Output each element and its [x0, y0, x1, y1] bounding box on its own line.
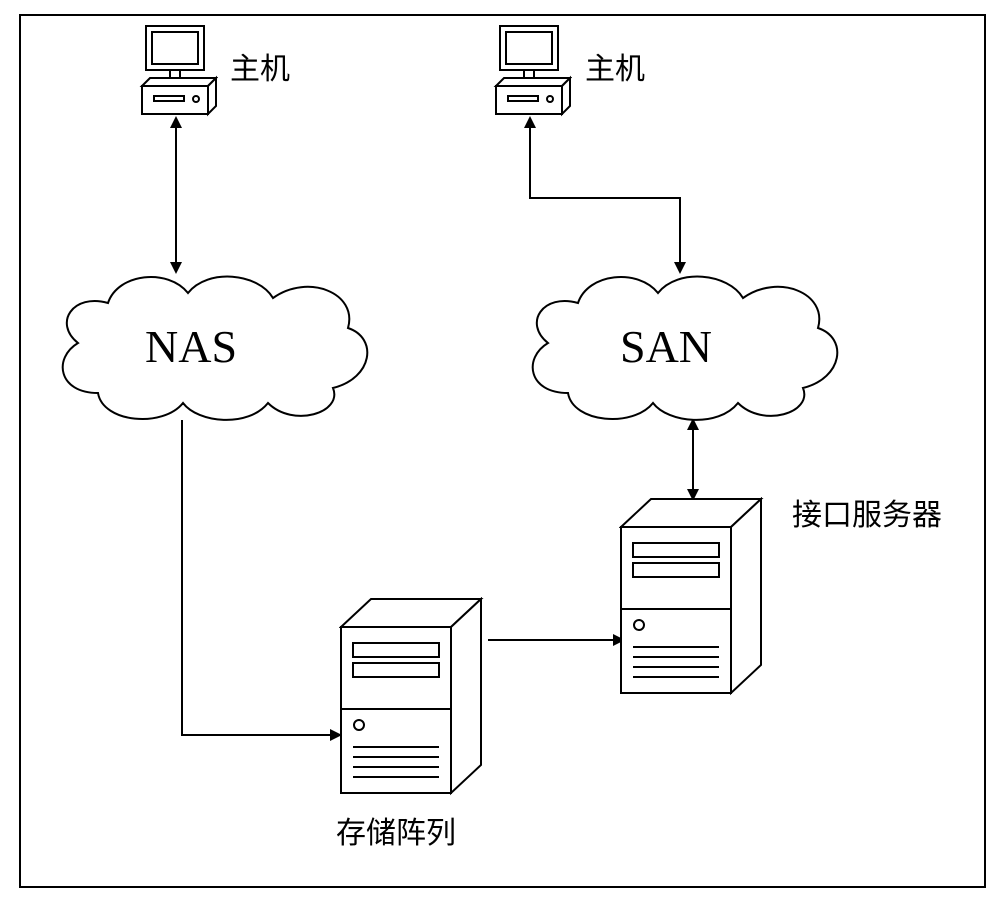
cloud-san-label: SAN [620, 320, 712, 373]
storage-array-icon [339, 597, 489, 797]
cloud-nas-label: NAS [145, 320, 237, 373]
interface-server-icon [619, 497, 769, 697]
host-left-icon [132, 24, 218, 118]
arrow-host-right-san [530, 118, 680, 272]
host-right-icon [486, 24, 572, 118]
interface-server-label: 接口服务器 [792, 490, 942, 534]
host-left-label: 主机 [230, 44, 290, 88]
storage-array-label: 存储阵列 [336, 808, 456, 852]
host-right-label: 主机 [585, 44, 645, 88]
arrow-nas-storage [182, 420, 340, 735]
arrows-layer [0, 0, 1000, 897]
diagram-canvas: NAS SAN [0, 0, 1000, 897]
